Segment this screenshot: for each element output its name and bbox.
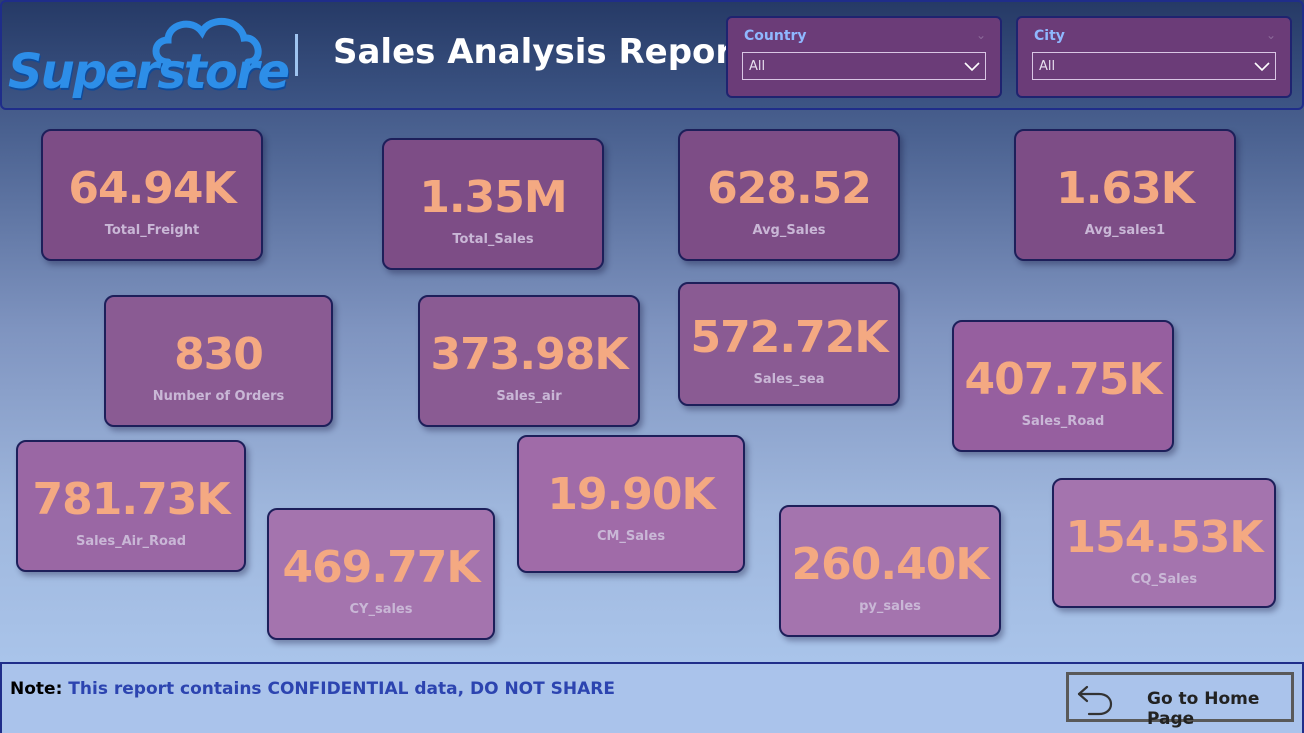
kpi-card-cy-sales: 469.77K CY_sales [267,508,495,640]
kpi-value: 407.75K [964,354,1163,405]
city-dropdown[interactable]: All [1032,52,1276,80]
country-slicer[interactable]: Country ⌄ All [726,16,1002,98]
kpi-value: 830 [174,329,264,380]
confidential-note: Note: This report contains CONFIDENTIAL … [10,679,615,699]
header-divider [295,34,298,76]
kpi-label: Sales_sea [753,372,825,387]
kpi-card-cm-sales: 19.90K CM_Sales [517,435,745,573]
kpi-value: 572.72K [690,312,889,363]
city-slicer[interactable]: City ⌄ All [1016,16,1292,98]
kpi-card-total-sales: 1.35M Total_Sales [382,138,604,270]
city-slicer-label: City [1034,28,1065,44]
kpi-value: 1.35M [419,172,567,223]
superstore-logo: Superstore [8,17,290,100]
cloud-icon [152,17,262,66]
kpi-label: Number of Orders [152,389,285,404]
go-to-home-button[interactable]: Go to Home Page [1066,672,1294,729]
kpi-value: 1.63K [1056,163,1195,214]
kpi-card-sales-air: 373.98K Sales_air [418,295,640,427]
chevron-down-icon: ⌄ [1265,28,1276,42]
chevron-down-icon [1254,62,1270,72]
kpi-label: Sales_Road [1021,414,1105,429]
kpi-value: 628.52 [707,163,872,214]
city-dropdown-value: All [1039,59,1056,74]
chevron-down-icon: ⌄ [975,28,986,42]
kpi-value: 781.73K [32,474,231,525]
kpi-label: Sales_air [496,389,562,404]
kpi-label: py_sales [859,599,921,614]
country-dropdown[interactable]: All [742,52,986,80]
kpi-value: 64.94K [68,163,236,214]
kpi-card-sales-sea: 572.72K Sales_sea [678,282,900,406]
kpi-value: 19.90K [547,469,715,520]
kpi-value: 469.77K [282,542,481,593]
kpi-card-cq-sales: 154.53K CQ_Sales [1052,478,1276,608]
country-slicer-label: Country [744,28,807,44]
kpi-label: CY_sales [349,602,413,617]
kpi-label: Total_Freight [104,223,200,238]
kpi-card-avg-sales1: 1.63K Avg_sales1 [1014,129,1236,261]
kpi-card-number-of-orders: 830 Number of Orders [104,295,333,427]
kpi-card-total-freight: 64.94K Total_Freight [41,129,263,261]
kpi-card-avg-sales: 628.52 Avg_Sales [678,129,900,261]
kpi-card-py-sales: 260.40K py_sales [779,505,1001,637]
kpi-card-sales-air-road: 781.73K Sales_Air_Road [16,440,246,572]
report-footer: Note: This report contains CONFIDENTIAL … [0,662,1304,733]
chevron-down-icon [964,62,980,72]
kpi-label: Avg_sales1 [1084,223,1166,238]
note-text: This report contains CONFIDENTIAL data, … [68,679,615,699]
kpi-label: Sales_Air_Road [75,534,187,549]
country-dropdown-value: All [749,59,766,74]
kpi-value: 154.53K [1065,512,1264,563]
go-to-home-label: Go to Home Page [1147,689,1260,729]
page-title: Sales Analysis Report [333,32,749,72]
kpi-value: 373.98K [430,329,629,380]
kpi-label: CM_Sales [596,529,666,544]
logo-text: Superstore [8,44,290,100]
report-header: Superstore Sales Analysis Report Country… [0,0,1304,110]
kpi-label: Total_Sales [452,232,534,247]
kpi-label: Avg_Sales [752,223,826,238]
kpi-label: CQ_Sales [1130,572,1198,587]
back-arrow-icon [1077,685,1113,716]
kpi-card-sales-road: 407.75K Sales_Road [952,320,1174,452]
kpi-value: 260.40K [791,539,990,590]
note-label: Note: [10,679,63,699]
